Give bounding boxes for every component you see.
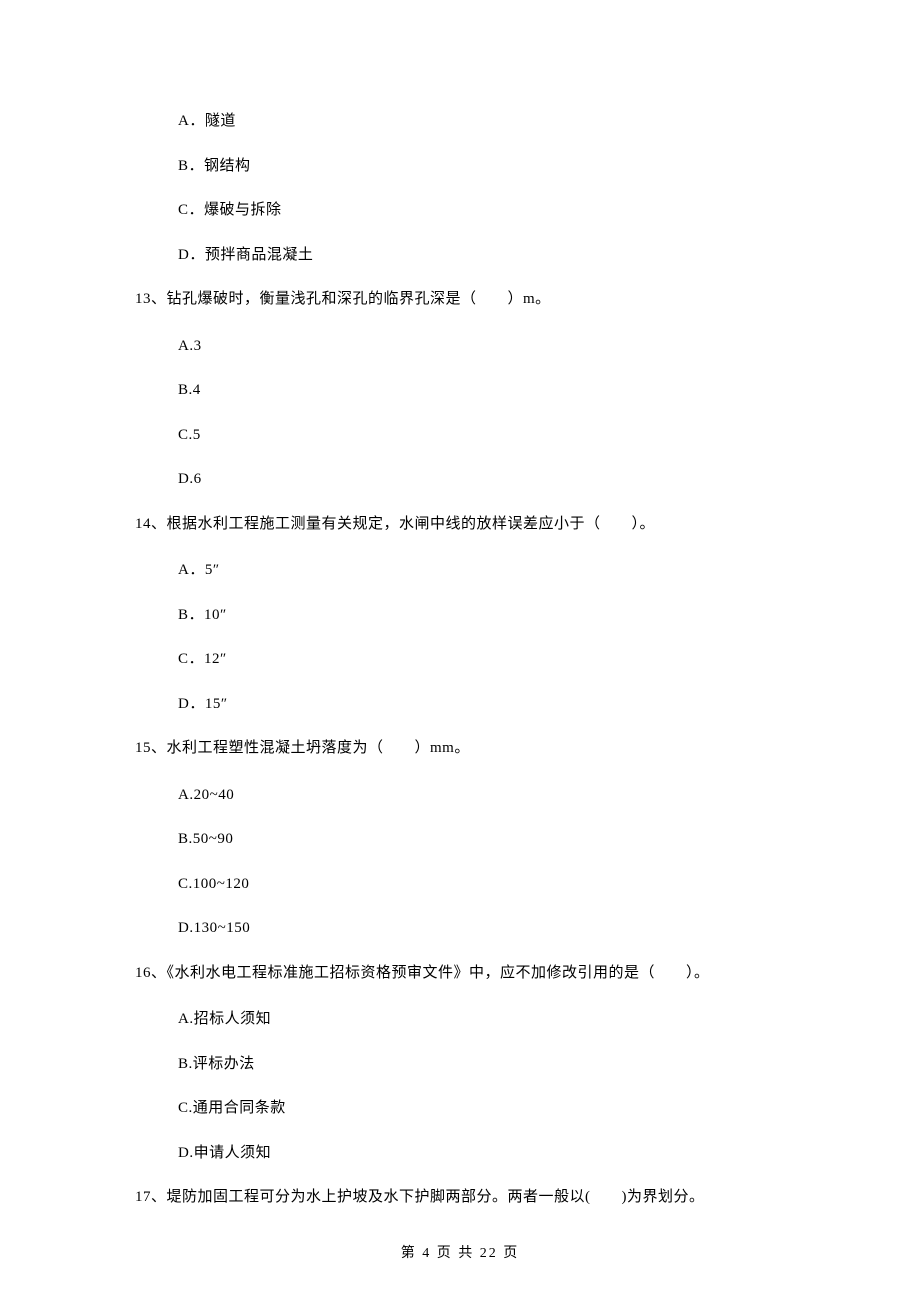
question-17: 17、堤防加固工程可分为水上护坡及水下护脚两部分。两者一般以( )为界划分。 [135,1186,785,1209]
option-15b: B.50~90 [135,828,785,851]
option-12d: D．预拌商品混凝土 [135,244,785,267]
option-15a: A.20~40 [135,784,785,807]
option-16a: A.招标人须知 [135,1008,785,1031]
question-14: 14、根据水利工程施工测量有关规定，水闸中线的放样误差应小于（ ）。 [135,513,785,536]
option-15c: C.100~120 [135,873,785,896]
option-16d: D.申请人须知 [135,1142,785,1165]
option-12c: C．爆破与拆除 [135,199,785,222]
option-13c: C.5 [135,424,785,447]
option-14d: D．15″ [135,693,785,716]
option-15d: D.130~150 [135,917,785,940]
option-13b: B.4 [135,379,785,402]
option-14c: C．12″ [135,648,785,671]
option-14b: B．10″ [135,604,785,627]
option-13a: A.3 [135,335,785,358]
question-16: 16、《水利水电工程标准施工招标资格预审文件》中，应不加修改引用的是（ ）。 [135,962,785,985]
option-12a: A．隧道 [135,110,785,133]
page-footer: 第 4 页 共 22 页 [0,1242,920,1262]
option-12b: B．钢结构 [135,155,785,178]
question-15: 15、水利工程塑性混凝土坍落度为（ ）mm。 [135,737,785,760]
option-13d: D.6 [135,468,785,491]
option-16c: C.通用合同条款 [135,1097,785,1120]
option-14a: A．5″ [135,559,785,582]
option-16b: B.评标办法 [135,1053,785,1076]
question-13: 13、钻孔爆破时，衡量浅孔和深孔的临界孔深是（ ）m。 [135,288,785,311]
